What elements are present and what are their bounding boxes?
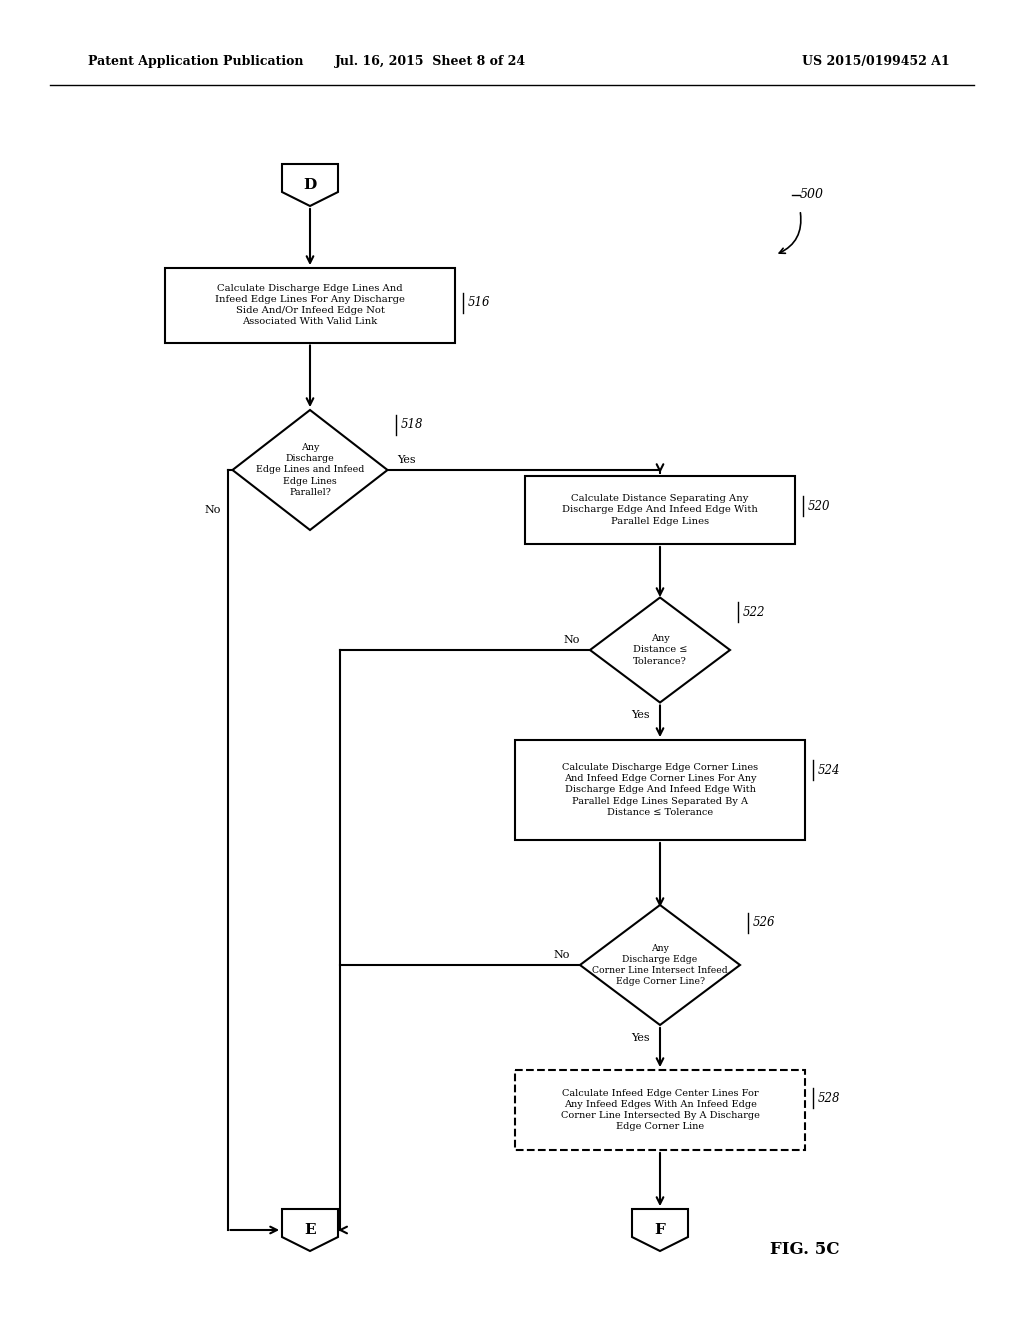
Text: Calculate Discharge Edge Lines And
Infeed Edge Lines For Any Discharge
Side And/: Calculate Discharge Edge Lines And Infee… (215, 284, 406, 326)
Text: US 2015/0199452 A1: US 2015/0199452 A1 (802, 55, 950, 69)
Text: Yes: Yes (397, 455, 416, 465)
Text: 520: 520 (808, 499, 830, 512)
Text: No: No (563, 635, 580, 645)
Text: Jul. 16, 2015  Sheet 8 of 24: Jul. 16, 2015 Sheet 8 of 24 (335, 55, 525, 69)
Bar (525, 477, 795, 544)
Bar (515, 741, 805, 840)
Bar (165, 268, 455, 342)
Text: F: F (654, 1224, 666, 1237)
Text: Yes: Yes (631, 710, 649, 721)
Text: Patent Application Publication: Patent Application Publication (88, 55, 303, 69)
Text: 522: 522 (743, 606, 766, 619)
Text: 500: 500 (800, 189, 824, 202)
Text: 526: 526 (753, 916, 775, 929)
Bar (515, 1071, 805, 1150)
Text: 516: 516 (468, 297, 490, 309)
Text: E: E (304, 1224, 315, 1237)
Polygon shape (282, 164, 338, 206)
Text: D: D (303, 178, 316, 191)
Text: FIG. 5C: FIG. 5C (770, 1242, 840, 1258)
Text: Calculate Infeed Edge Center Lines For
Any Infeed Edges With An Infeed Edge
Corn: Calculate Infeed Edge Center Lines For A… (560, 1089, 760, 1131)
Text: 524: 524 (818, 763, 841, 776)
Text: Any
Distance ≤
Tolerance?: Any Distance ≤ Tolerance? (633, 635, 687, 665)
Text: Any
Discharge Edge
Corner Line Intersect Infeed
Edge Corner Line?: Any Discharge Edge Corner Line Intersect… (592, 944, 728, 986)
Polygon shape (580, 906, 740, 1026)
Text: No: No (204, 506, 220, 515)
Polygon shape (632, 1209, 688, 1251)
Text: 528: 528 (818, 1092, 841, 1105)
Text: Calculate Distance Separating Any
Discharge Edge And Infeed Edge With
Parallel E: Calculate Distance Separating Any Discha… (562, 495, 758, 525)
Text: Yes: Yes (631, 1034, 649, 1043)
Polygon shape (282, 1209, 338, 1251)
Text: Any
Discharge
Edge Lines and Infeed
Edge Lines
Parallel?: Any Discharge Edge Lines and Infeed Edge… (256, 444, 365, 496)
Text: 518: 518 (400, 418, 423, 432)
Polygon shape (590, 598, 730, 702)
Polygon shape (232, 411, 387, 531)
Text: Calculate Discharge Edge Corner Lines
And Infeed Edge Corner Lines For Any
Disch: Calculate Discharge Edge Corner Lines An… (562, 763, 758, 817)
Text: No: No (554, 950, 570, 960)
